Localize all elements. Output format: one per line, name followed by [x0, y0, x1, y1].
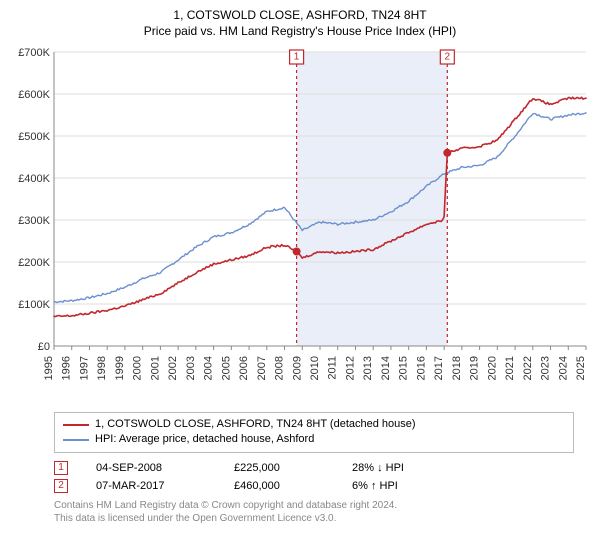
svg-text:£100K: £100K — [18, 299, 50, 311]
legend: 1, COTSWOLD CLOSE, ASHFORD, TN24 8HT (de… — [54, 412, 574, 453]
footnote-line: This data is licensed under the Open Gov… — [54, 512, 574, 525]
table-row: 2 07-MAR-2017 £460,000 6% ↑ HPI — [54, 479, 574, 493]
svg-text:2022: 2022 — [522, 356, 534, 380]
footnote: Contains HM Land Registry data © Crown c… — [54, 499, 574, 525]
svg-text:2003: 2003 — [185, 356, 197, 380]
svg-text:2001: 2001 — [149, 356, 161, 380]
svg-text:2: 2 — [445, 52, 451, 63]
arrow-up-icon: ↑ — [371, 480, 377, 492]
svg-text:2009: 2009 — [291, 356, 303, 380]
svg-text:2012: 2012 — [344, 356, 356, 380]
svg-text:£400K: £400K — [18, 173, 50, 185]
svg-text:1999: 1999 — [114, 356, 126, 380]
chart-subtitle: Price paid vs. HM Land Registry's House … — [8, 24, 592, 38]
legend-label: 1, COTSWOLD CLOSE, ASHFORD, TN24 8HT (de… — [95, 417, 416, 432]
svg-text:2006: 2006 — [238, 356, 250, 380]
transaction-marker: 2 — [54, 479, 68, 493]
svg-text:2002: 2002 — [167, 356, 179, 380]
transaction-date: 07-MAR-2017 — [96, 480, 206, 492]
table-row: 1 04-SEP-2008 £225,000 28% ↓ HPI — [54, 461, 574, 475]
svg-text:2004: 2004 — [203, 356, 215, 380]
svg-text:2016: 2016 — [415, 356, 427, 380]
svg-text:£500K: £500K — [18, 131, 50, 143]
legend-label: HPI: Average price, detached house, Ashf… — [95, 432, 314, 447]
transaction-price: £225,000 — [234, 462, 324, 474]
transaction-date: 04-SEP-2008 — [96, 462, 206, 474]
svg-text:1: 1 — [294, 52, 300, 63]
transaction-diff: 6% ↑ HPI — [352, 480, 452, 492]
svg-text:2019: 2019 — [469, 356, 481, 380]
svg-text:1998: 1998 — [96, 356, 108, 380]
svg-text:2008: 2008 — [274, 356, 286, 380]
legend-swatch — [63, 424, 89, 426]
svg-text:2005: 2005 — [220, 356, 232, 380]
svg-text:£300K: £300K — [18, 215, 50, 227]
legend-item: HPI: Average price, detached house, Ashf… — [63, 432, 565, 447]
svg-text:2011: 2011 — [327, 356, 339, 380]
svg-text:£700K: £700K — [18, 47, 50, 59]
svg-text:£0: £0 — [38, 341, 50, 353]
svg-text:£600K: £600K — [18, 89, 50, 101]
legend-swatch — [63, 439, 89, 441]
svg-text:2018: 2018 — [451, 356, 463, 380]
transaction-price: £460,000 — [234, 480, 324, 492]
transaction-diff: 28% ↓ HPI — [352, 462, 452, 474]
svg-text:1995: 1995 — [43, 356, 55, 380]
svg-text:2025: 2025 — [575, 356, 587, 380]
transactions-table: 1 04-SEP-2008 £225,000 28% ↓ HPI 2 07-MA… — [54, 461, 574, 493]
footnote-line: Contains HM Land Registry data © Crown c… — [54, 499, 574, 512]
svg-text:2000: 2000 — [132, 356, 144, 380]
arrow-down-icon: ↓ — [377, 462, 383, 474]
svg-text:2021: 2021 — [504, 356, 516, 380]
transaction-marker: 1 — [54, 461, 68, 475]
svg-text:1997: 1997 — [78, 356, 90, 380]
chart-area: £0 £100K £200K £300K £400K £500K £600K £700K 199… — [8, 46, 592, 406]
chart-title: 1, COTSWOLD CLOSE, ASHFORD, TN24 8HT — [8, 8, 592, 22]
svg-text:2017: 2017 — [433, 356, 445, 380]
legend-item: 1, COTSWOLD CLOSE, ASHFORD, TN24 8HT (de… — [63, 417, 565, 432]
svg-text:2013: 2013 — [362, 356, 374, 380]
svg-text:£200K: £200K — [18, 257, 50, 269]
svg-text:2024: 2024 — [557, 356, 569, 380]
chart-container: 1, COTSWOLD CLOSE, ASHFORD, TN24 8HT Pri… — [0, 0, 600, 529]
svg-text:1996: 1996 — [61, 356, 73, 380]
line-chart: £0 £100K £200K £300K £400K £500K £600K £700K 199… — [8, 46, 592, 406]
svg-text:2010: 2010 — [309, 356, 321, 380]
svg-text:2020: 2020 — [486, 356, 498, 380]
svg-text:2007: 2007 — [256, 356, 268, 380]
svg-text:2023: 2023 — [540, 356, 552, 380]
svg-text:2014: 2014 — [380, 356, 392, 380]
svg-text:2015: 2015 — [398, 356, 410, 380]
